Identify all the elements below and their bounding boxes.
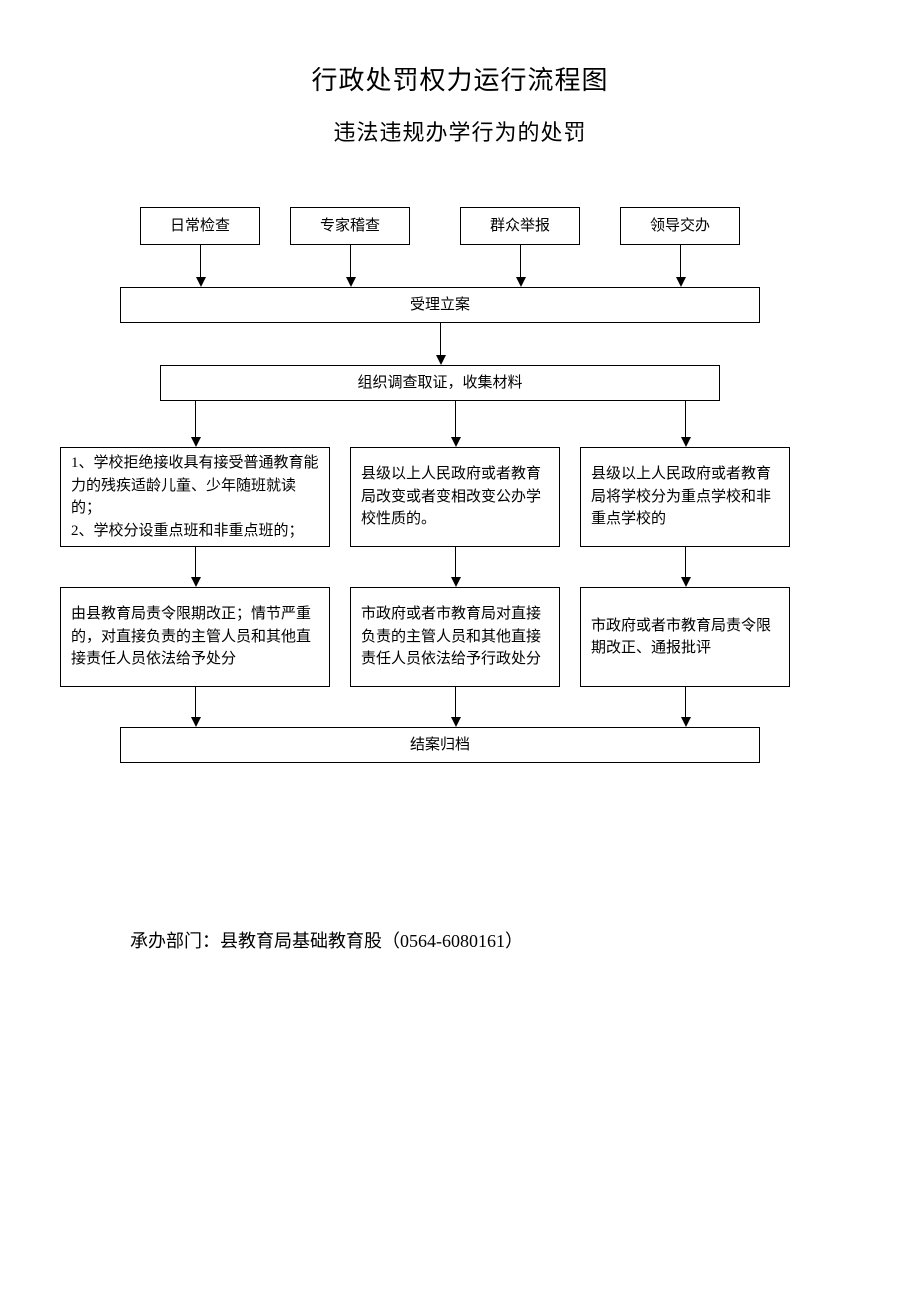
edge-line [680, 245, 681, 277]
node-case3: 县级以上人民政府或者教育局将学校分为重点学校和非重点学校的 [580, 447, 790, 547]
node-action1: 由县教育局责令限期改正；情节严重的，对直接负责的主管人员和其他直接责任人员依法给… [60, 587, 330, 687]
edge-line [685, 687, 686, 717]
node-source4: 领导交办 [620, 207, 740, 245]
edge-arrow [676, 277, 686, 287]
page-title: 行政处罚权力运行流程图 [40, 60, 880, 97]
node-accept: 受理立案 [120, 287, 760, 323]
flowchart-container: 日常检查 专家稽查 群众举报 领导交办 受理立案 组织调查取证，收集材料 1、学… [60, 207, 860, 827]
edge-arrow [436, 355, 446, 365]
edge-line [685, 547, 686, 577]
edge-line [350, 245, 351, 277]
edge-arrow [451, 437, 461, 447]
edge-line [455, 401, 456, 437]
edge-arrow [681, 577, 691, 587]
node-case2: 县级以上人民政府或者教育局改变或者变相改变公办学校性质的。 [350, 447, 560, 547]
edge-line [455, 687, 456, 717]
node-close: 结案归档 [120, 727, 760, 763]
edge-line [455, 547, 456, 577]
edge-arrow [516, 277, 526, 287]
edge-line [195, 687, 196, 717]
edge-line [520, 245, 521, 277]
edge-arrow [191, 437, 201, 447]
edge-arrow [191, 717, 201, 727]
edge-arrow [346, 277, 356, 287]
node-source3: 群众举报 [460, 207, 580, 245]
edge-arrow [196, 277, 206, 287]
edge-line [195, 547, 196, 577]
footer-text: 承办部门：县教育局基础教育股（0564-6080161） [130, 927, 880, 953]
node-action2: 市政府或者市教育局对直接负责的主管人员和其他直接责任人员依法给予行政处分 [350, 587, 560, 687]
node-investigate: 组织调查取证，收集材料 [160, 365, 720, 401]
edge-line [440, 323, 441, 355]
edge-line [195, 401, 196, 437]
edge-line [685, 401, 686, 437]
edge-arrow [191, 577, 201, 587]
edge-arrow [681, 437, 691, 447]
edge-arrow [681, 717, 691, 727]
edge-arrow [451, 577, 461, 587]
page-subtitle: 违法违规办学行为的处罚 [40, 115, 880, 147]
node-source2: 专家稽查 [290, 207, 410, 245]
node-action3: 市政府或者市教育局责令限期改正、通报批评 [580, 587, 790, 687]
edge-arrow [451, 717, 461, 727]
edge-line [200, 245, 201, 277]
node-case1: 1、学校拒绝接收具有接受普通教育能力的残疾适龄儿童、少年随班就读的； 2、学校分… [60, 447, 330, 547]
node-source1: 日常检查 [140, 207, 260, 245]
